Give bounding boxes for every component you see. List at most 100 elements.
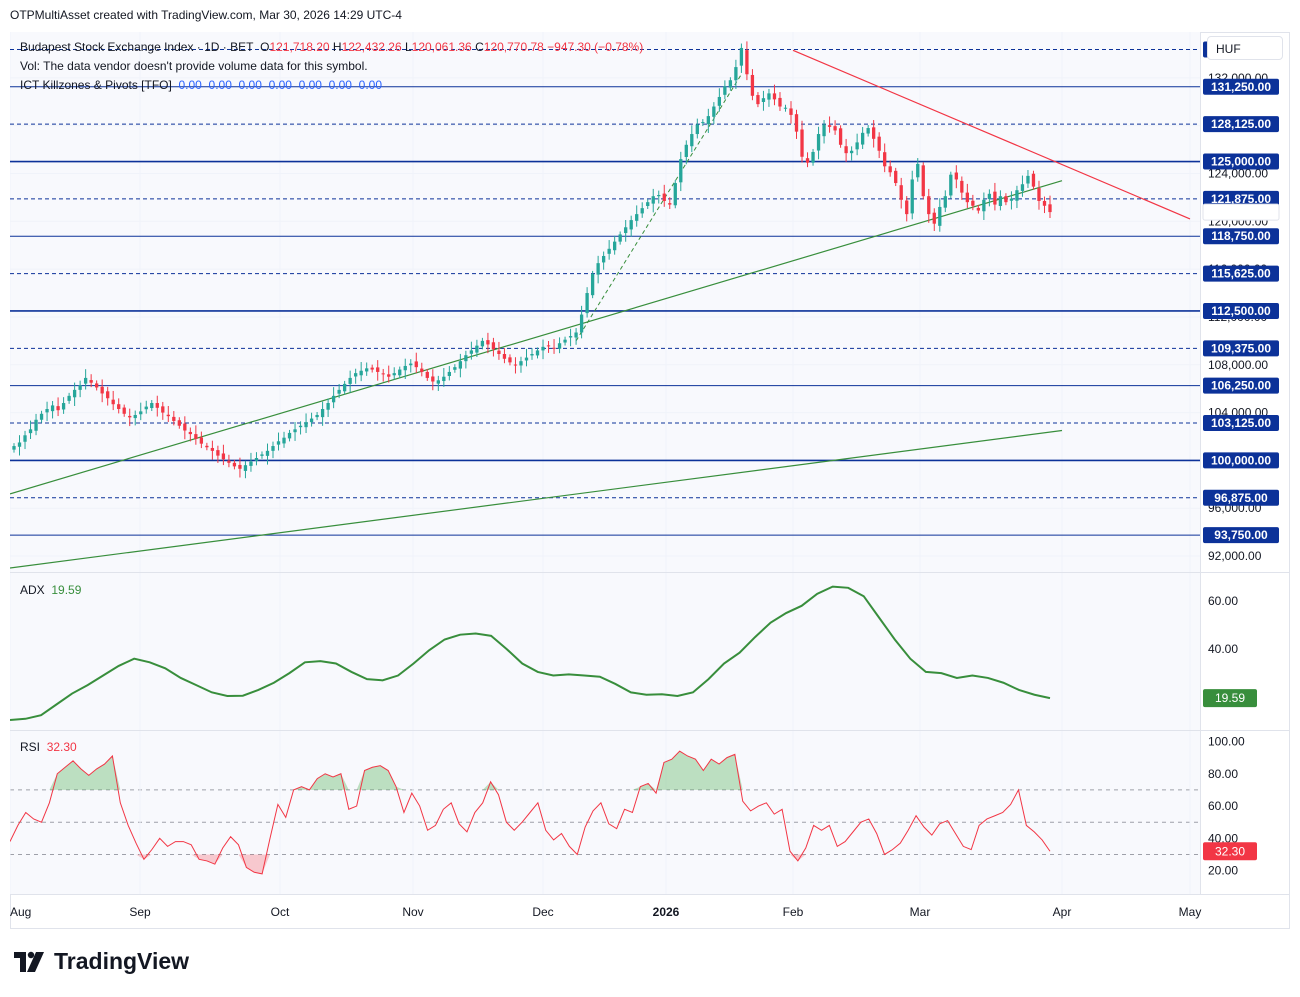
rsi-title: RSI: [20, 740, 41, 754]
candle-body: [646, 202, 650, 207]
chart-canvas[interactable]: 132,000.00128,000.00124,000.00120,000.00…: [10, 32, 1290, 929]
candle-body: [712, 106, 716, 117]
indicator-name: ICT Killzones & Pivots [TFO]: [20, 78, 172, 92]
candle-body: [706, 116, 710, 125]
candle-body: [910, 179, 914, 214]
candle-body: [590, 273, 595, 296]
tradingview-logo-icon: [14, 951, 44, 972]
candle-body: [199, 437, 204, 444]
candle-body: [414, 361, 418, 368]
volume-note: Vol: The data vendor doesn't provide vol…: [20, 59, 368, 73]
candle-body: [276, 441, 281, 445]
candle-body: [563, 339, 567, 343]
pivot-level-tag: [1203, 415, 1279, 432]
indicator-values: 0.00 0.00 0.00 0.00 0.00 0.00 0.00: [178, 78, 383, 92]
candle-body: [1009, 198, 1014, 201]
rsi-value-label: 32.30: [1215, 844, 1245, 858]
candle-body: [657, 195, 661, 197]
candle-body: [739, 47, 744, 66]
candle-body: [794, 114, 799, 132]
candle-body: [728, 80, 733, 88]
adx-value-label: 19.59: [1215, 691, 1245, 705]
pivot-levels: [10, 48, 1200, 536]
candle-body: [78, 385, 82, 390]
candle-body: [139, 411, 143, 415]
pivot-level-tag: [1203, 377, 1279, 394]
high-value: 122,432.26: [341, 40, 402, 54]
pivot-level-tag: [1203, 489, 1279, 506]
candle-body: [376, 367, 380, 372]
candle-body: [315, 414, 319, 418]
rsi-line: [10, 750, 1051, 875]
candle-body: [161, 406, 165, 413]
low-label: L: [404, 40, 412, 54]
adx-value-tag: [1203, 689, 1257, 708]
candle-body: [701, 122, 705, 124]
pane-dividers: [10, 32, 1290, 895]
candle-body: [89, 380, 93, 383]
symbol-name[interactable]: Budapest Stock Exchange Index · 1D · BET: [20, 40, 254, 54]
pivot-level-tag: [1203, 340, 1279, 357]
candle-body: [960, 180, 964, 193]
rsi-legend[interactable]: RSI 32.30: [20, 740, 77, 754]
candle-body: [243, 465, 248, 471]
adx-title: ADX: [20, 583, 45, 597]
price-tick-label: 108,000.00: [1208, 358, 1268, 372]
time-tick-label: Mar: [910, 905, 931, 919]
pivot-level-label: 131,250.00: [1211, 80, 1271, 94]
candle-body: [117, 404, 121, 409]
currency-selector[interactable]: HUF: [1207, 36, 1283, 60]
candle-body: [822, 124, 826, 137]
pivot-level-tag: [1203, 302, 1279, 319]
candle-body: [640, 208, 644, 214]
candle-body: [61, 403, 66, 410]
candle-body: [337, 389, 341, 394]
candle-body: [464, 355, 468, 362]
candle-body: [111, 399, 115, 405]
price-tick-label: 92,000.00: [1208, 549, 1262, 563]
adx-legend[interactable]: ADX 19.59: [20, 583, 81, 597]
candle-body: [282, 437, 286, 444]
indicator-legend[interactable]: ICT Killzones & Pivots [TFO] 0.00 0.00 0…: [20, 78, 382, 92]
candle-body: [370, 367, 374, 370]
candle-body: [359, 370, 363, 376]
candle-body: [392, 373, 396, 376]
candle-body: [1020, 184, 1025, 191]
candle-body: [635, 214, 639, 221]
candle-body: [993, 191, 997, 205]
rsi-value-tag: [1203, 842, 1257, 861]
candle-body: [23, 435, 27, 442]
main-pane-background: [10, 32, 1200, 572]
pivot-level-label: 112,500.00: [1211, 304, 1271, 318]
candle-body: [767, 93, 771, 100]
candle-body: [596, 263, 600, 275]
pivot-level-tag: [1203, 452, 1279, 469]
candle-body: [745, 50, 749, 75]
pivot-level-tag: [1203, 527, 1279, 544]
open-value: 121,718.20: [269, 40, 330, 54]
candle-body: [320, 408, 325, 418]
candle-body: [679, 159, 683, 183]
candle-body: [613, 241, 617, 251]
candle-body: [524, 357, 529, 361]
candle-body: [150, 403, 154, 409]
candle-body: [860, 132, 865, 145]
candle-body: [210, 447, 215, 451]
candle-body: [365, 368, 369, 372]
candle-body: [221, 453, 226, 460]
candle-body: [232, 462, 237, 467]
candle-body: [348, 377, 352, 384]
time-axis: Aug Sep Oct Nov Dec 2026 Feb Mar Apr May: [10, 905, 1201, 919]
candle-body: [1015, 190, 1019, 201]
candle-body: [949, 174, 953, 196]
pivot-level-label: 121,875.00: [1211, 192, 1271, 206]
candle-body: [579, 314, 584, 333]
pivot-level-label: 96,875.00: [1214, 491, 1268, 505]
candle-body: [491, 342, 496, 350]
candle-body: [326, 403, 330, 410]
candle-body: [1042, 200, 1047, 206]
candle-body: [585, 293, 589, 314]
candle-body: [166, 414, 170, 417]
candle-body: [750, 74, 755, 96]
main-legend: Budapest Stock Exchange Index · 1D · BET…: [20, 40, 643, 54]
